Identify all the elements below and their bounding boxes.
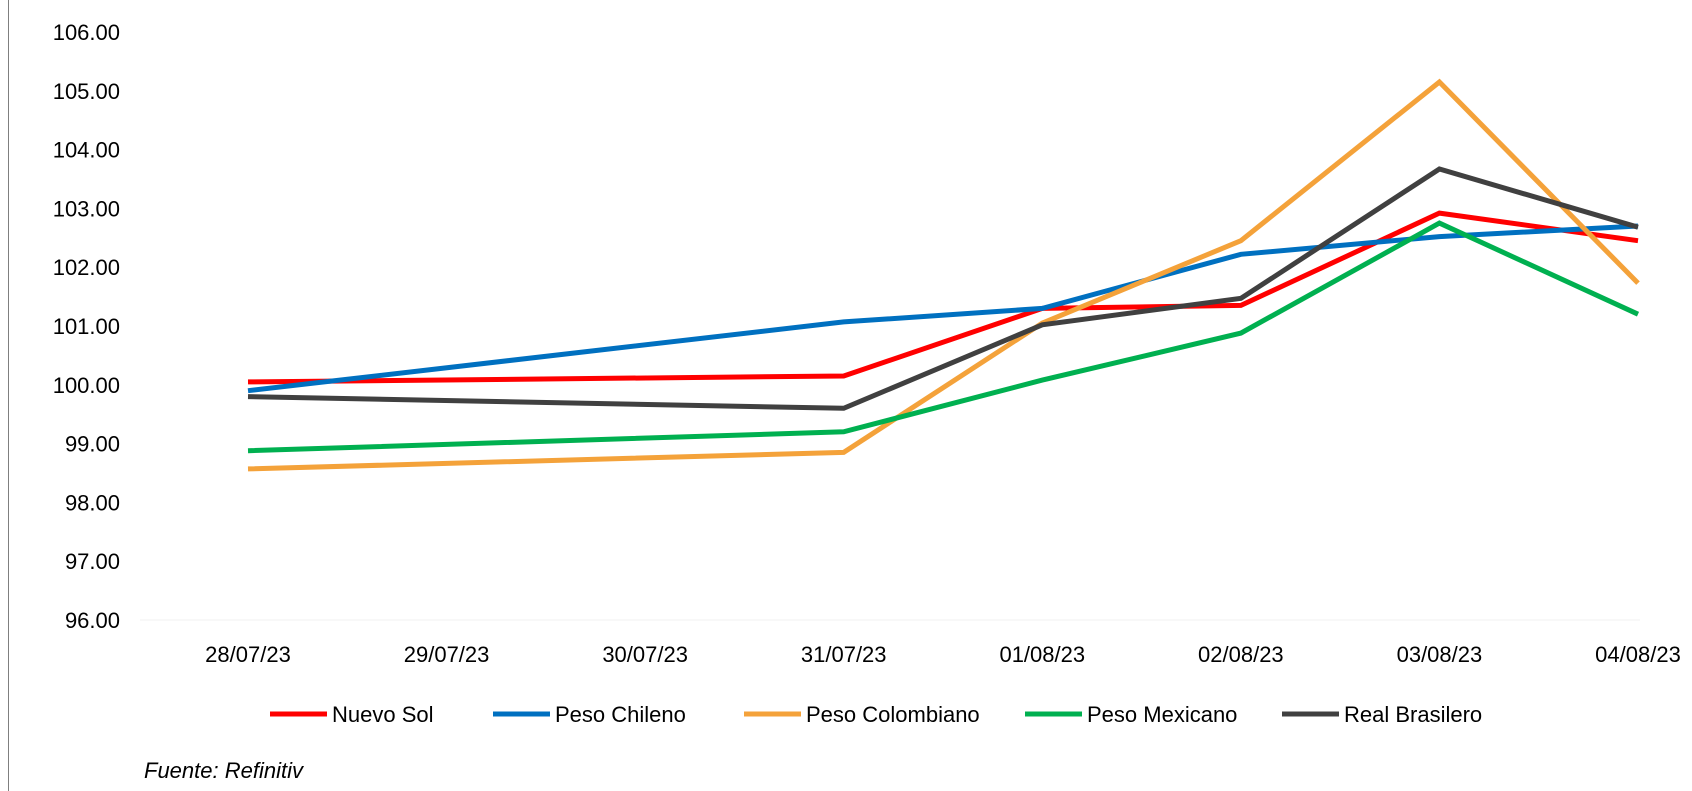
y-tick-label: 105.00 [53,79,120,104]
x-tick-label: 31/07/23 [801,642,887,667]
x-tick-label: 29/07/23 [404,642,490,667]
series-real-brasilero [247,166,1639,411]
x-tick-label: 02/08/23 [1198,642,1284,667]
y-tick-label: 99.00 [65,432,120,457]
source-note: Fuente: Refinitiv [144,758,303,783]
y-tick-label: 101.00 [53,314,120,339]
series-peso-colombiano [247,78,1640,472]
x-tick-label: 04/08/23 [1595,642,1681,667]
legend-item: Real Brasilero [1282,702,1482,727]
legend-item: Peso Chileno [493,702,686,727]
legend-label: Nuevo Sol [332,702,434,727]
series-nuevo-sol [247,210,1639,385]
legend-label: Peso Mexicano [1087,702,1237,727]
series-peso-mexicano [247,220,1640,454]
y-tick-label: 98.00 [65,490,120,515]
series-line [247,78,1640,472]
x-tick-label: 01/08/23 [999,642,1085,667]
legend-item: Peso Mexicano [1025,702,1237,727]
legend-label: Real Brasilero [1344,702,1482,727]
y-tick-label: 100.00 [53,373,120,398]
y-tick-label: 97.00 [65,549,120,574]
series-line [247,210,1639,385]
legend-label: Peso Chileno [555,702,686,727]
x-tick-label: 30/07/23 [602,642,688,667]
legend: Nuevo Sol Peso Chileno Peso Colombiano Peso… [270,702,1482,727]
legend-item: Peso Colombiano [744,702,980,727]
y-tick-label: 106.00 [53,20,120,45]
series-line [247,166,1639,411]
legend-label: Peso Colombiano [806,702,980,727]
chart-frame-left-border [8,0,9,791]
series-line [247,220,1640,454]
series-lines [247,78,1640,472]
x-axis: 28/07/23 29/07/23 30/07/23 31/07/23 01/08/23… [140,619,1681,667]
y-tick-label: 104.00 [53,138,120,163]
legend-item: Nuevo Sol [270,702,434,727]
y-axis: 96.00 97.00 98.00 99.00 100.00 101.00 102.00 10… [53,20,120,633]
y-tick-label: 96.00 [65,608,120,633]
x-tick-label: 03/08/23 [1397,642,1483,667]
x-tick-label: 28/07/23 [205,642,291,667]
y-tick-label: 102.00 [53,255,120,280]
y-tick-label: 103.00 [53,196,120,221]
